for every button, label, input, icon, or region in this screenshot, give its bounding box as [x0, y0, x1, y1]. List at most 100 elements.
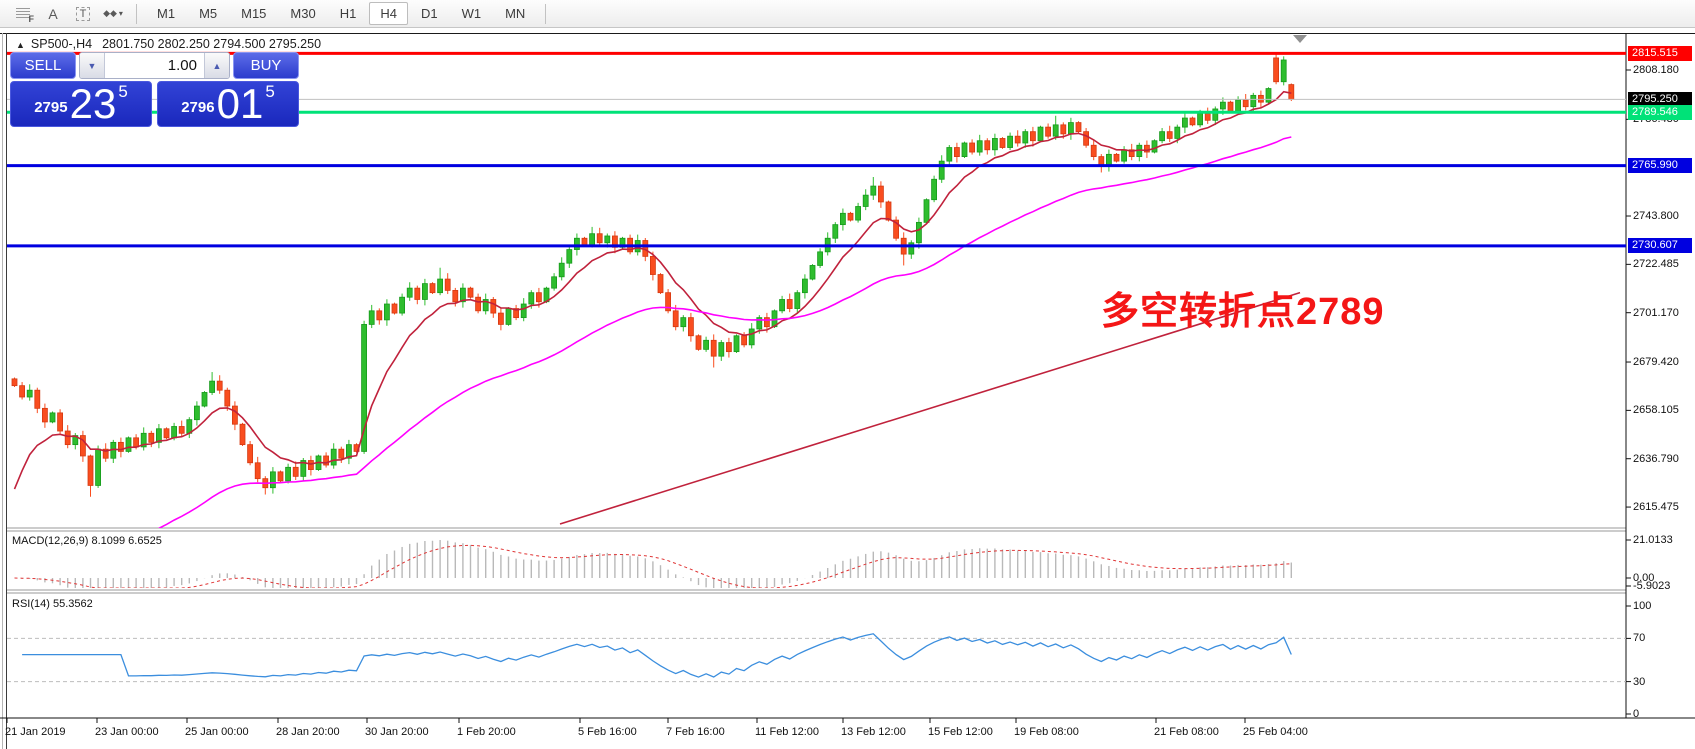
timeframe-button-W1[interactable]: W1: [461, 6, 482, 21]
candle: [984, 140, 991, 151]
candle: [992, 138, 998, 151]
rsi-axis-label: 70: [1633, 632, 1646, 645]
candle: [247, 444, 254, 464]
candle: [444, 278, 451, 291]
candle: [118, 441, 124, 452]
candle: [726, 342, 732, 353]
rsi-label: RSI(14) 55.3562: [12, 598, 93, 610]
macd-axis-label: 21.0133: [1633, 534, 1673, 546]
volume-input[interactable]: 1.00: [105, 53, 204, 78]
sell-price-display[interactable]: 2795 23 5: [10, 81, 152, 127]
candle: [581, 237, 588, 246]
candle: [862, 194, 869, 207]
chart-shift-marker-icon: [1293, 35, 1307, 43]
shapes-tool-icon[interactable]: ◆◆ ▾: [103, 8, 123, 18]
candle: [399, 296, 406, 314]
sell-price-major: 2795: [34, 99, 68, 116]
candle: [908, 242, 915, 255]
candle: [1189, 117, 1196, 126]
time-axis-label: 1 Feb 20:00: [457, 726, 516, 738]
volume-decrease-button[interactable]: ▼: [80, 53, 105, 78]
volume-increase-button[interactable]: ▲: [204, 53, 229, 78]
candle: [680, 317, 687, 328]
candle: [26, 389, 33, 398]
timeframe-button-M1[interactable]: M1: [157, 6, 176, 21]
timeframe-button-D1[interactable]: D1: [420, 6, 438, 21]
candle: [976, 140, 983, 153]
candle: [376, 310, 383, 321]
candle: [672, 310, 679, 328]
price-line-badge: 2765.990: [1628, 158, 1692, 174]
time-axis-label: 21 Feb 08:00: [1154, 726, 1219, 738]
rsi-axis-label: 100: [1633, 600, 1652, 612]
text-tool-icon[interactable]: T: [68, 3, 98, 25]
candle: [1106, 153, 1112, 167]
candle: [794, 292, 801, 309]
candle: [391, 303, 398, 314]
time-axis-label: 25 Feb 04:00: [1243, 726, 1308, 738]
candle: [1204, 113, 1211, 121]
candle: [19, 385, 26, 398]
candle: [140, 432, 147, 448]
candle: [505, 308, 512, 325]
candle: [1090, 144, 1097, 157]
candle: [1022, 131, 1029, 144]
candle: [786, 299, 793, 309]
candle: [954, 147, 960, 157]
macd-axis-label: 0.00: [1633, 572, 1655, 584]
timeframe-button-H4[interactable]: H4: [369, 2, 408, 25]
candle: [163, 428, 170, 439]
main-price-pane: [7, 51, 1626, 528]
candle: [383, 303, 390, 321]
candle: [209, 380, 216, 393]
candle: [1045, 126, 1051, 137]
candle: [703, 339, 709, 350]
candle: [1227, 101, 1234, 112]
dotted-grid-f-icon[interactable]: F: [8, 3, 38, 25]
ohlc-readout: 2801.750 2802.250 2794.500 2795.250: [102, 37, 322, 51]
candle: [133, 437, 140, 448]
candle: [224, 389, 231, 407]
sell-button[interactable]: SELL: [10, 52, 76, 79]
candle: [855, 206, 861, 221]
timeframe-button-H1[interactable]: H1: [339, 6, 357, 21]
chart-window: [0, 33, 1695, 749]
candle: [1265, 88, 1272, 103]
candle: [923, 199, 930, 223]
candle: [1083, 131, 1089, 146]
timeframe-button-M5[interactable]: M5: [199, 6, 218, 21]
candle: [406, 287, 413, 298]
price-tick-label: 2722.485: [1633, 258, 1679, 271]
candle: [125, 437, 132, 452]
symbol-period-label: SP500-,H4: [30, 37, 93, 51]
candle: [916, 221, 922, 244]
candle: [1212, 108, 1219, 121]
fast-ma: [13, 90, 1292, 490]
time-axis-label: 5 Feb 16:00: [578, 726, 637, 738]
buy-price-display[interactable]: 2796 01 5: [157, 81, 299, 127]
time-axis-label: 13 Feb 12:00: [841, 726, 906, 738]
candle: [840, 212, 846, 226]
candle: [946, 147, 953, 162]
time-axis-label: 19 Feb 08:00: [1014, 726, 1079, 738]
candle: [513, 308, 519, 319]
candle: [520, 303, 527, 319]
candle: [338, 448, 345, 459]
time-axis-label: 15 Feb 12:00: [928, 726, 993, 738]
timeframe-button-MN[interactable]: MN: [505, 6, 526, 21]
timeframe-button-M30[interactable]: M30: [290, 6, 316, 21]
price-tick-label: 2701.170: [1633, 306, 1679, 319]
candle: [1273, 57, 1279, 83]
time-axis-label: 28 Jan 20:00: [276, 726, 340, 738]
buy-button[interactable]: BUY: [233, 52, 299, 79]
candle: [764, 317, 770, 328]
candle: [80, 435, 86, 457]
candle: [1159, 131, 1165, 142]
candle: [216, 380, 223, 391]
candle: [1075, 122, 1082, 133]
timeframe-button-M15[interactable]: M15: [241, 6, 267, 21]
candle: [330, 448, 337, 466]
text-label-icon[interactable]: A: [48, 5, 58, 22]
candle: [429, 283, 436, 294]
